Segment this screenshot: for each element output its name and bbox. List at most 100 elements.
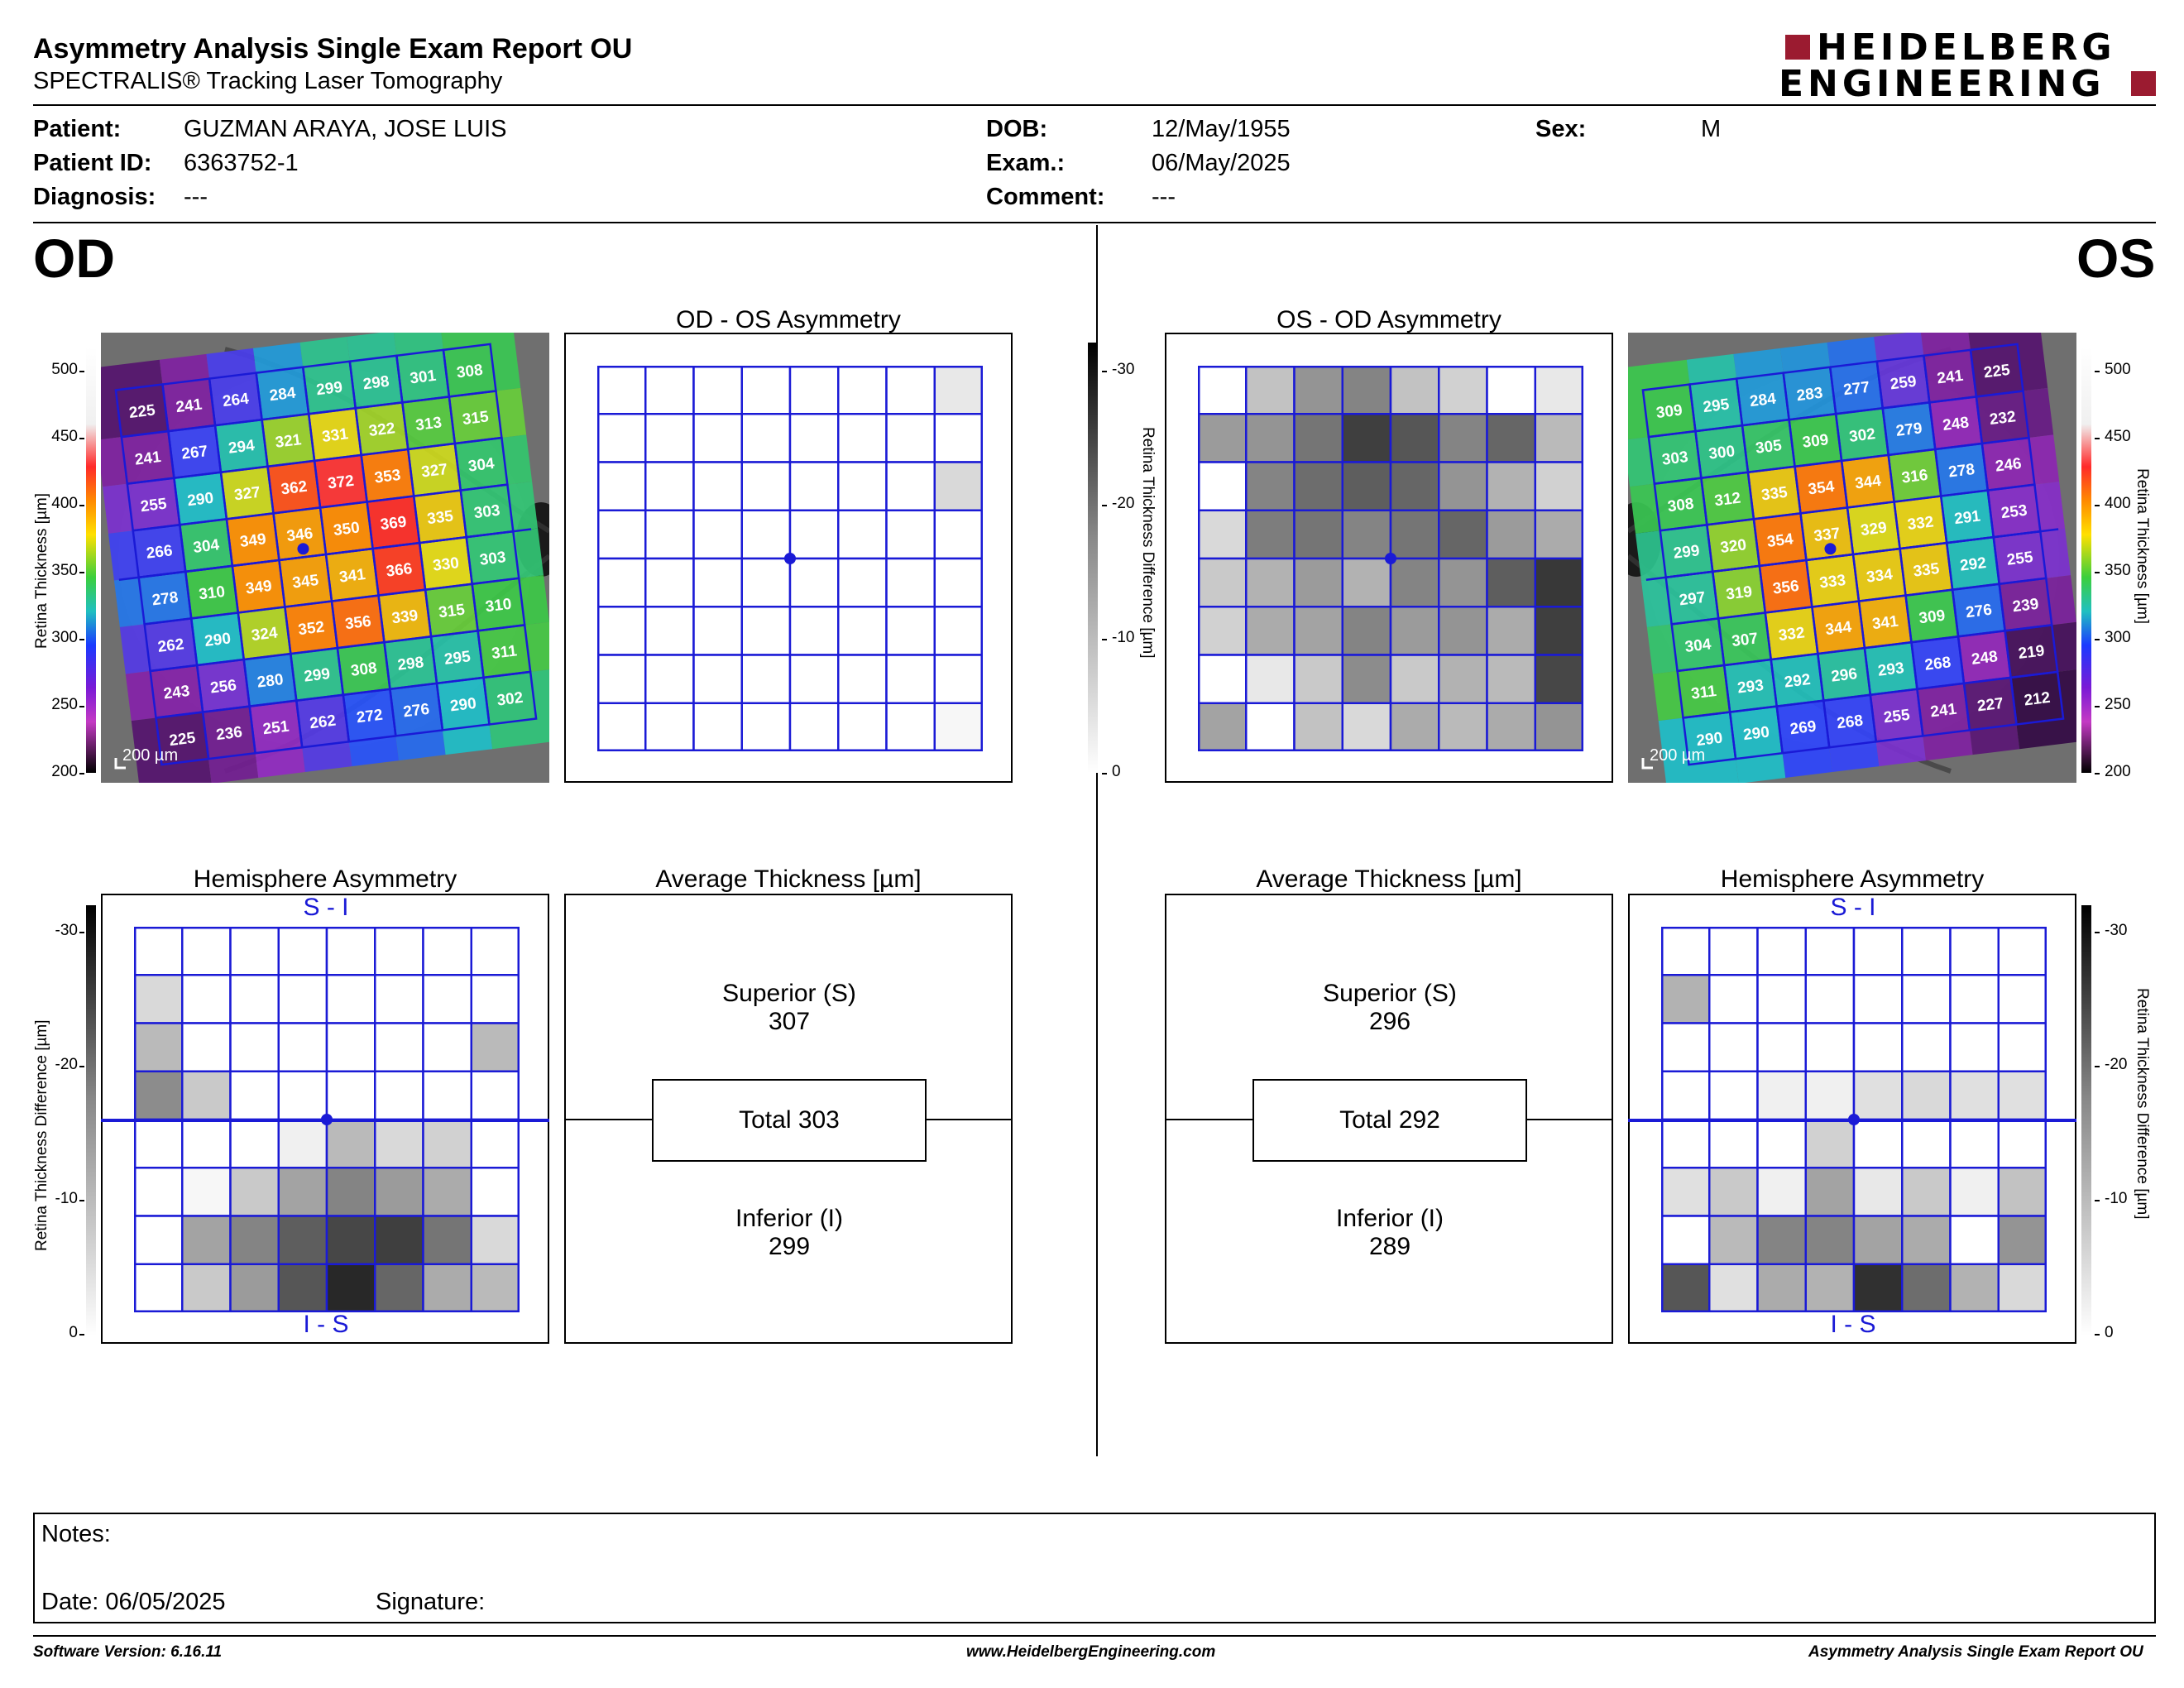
od-asym-fovea-marker (784, 553, 796, 564)
os-thickness-fill-2-1 (1701, 472, 1754, 525)
os-asym-cell-6-2 (1293, 654, 1343, 704)
od-thickness-fill-7-2 (249, 700, 305, 778)
os-asym-cell-3-2 (1293, 509, 1343, 560)
os-thickness-value-3-1: 320 (1719, 536, 1747, 557)
os-thickness-fill-2-3 (1794, 460, 1848, 514)
od-asym-cell-0-0 (597, 366, 647, 415)
os-hemi-cell-2-5 (1901, 1022, 1952, 1072)
report-subtitle: SPECTRALIS® Tracking Laser Tomography (33, 68, 503, 94)
os-thickness-fill-5-4 (1858, 595, 1912, 649)
od-thickness-value-5-5: 339 (390, 607, 419, 628)
os-hemi-cell-4-3 (1804, 1118, 1856, 1169)
os-hemi-cell-3-4 (1852, 1070, 1904, 1121)
os-superior-value: 296 (1368, 1008, 1411, 1035)
os-hemi-cell-4-7 (1997, 1118, 2047, 1169)
os-thickness-value-6-6: 248 (1971, 648, 1999, 669)
od-thickness-fill-3-4 (320, 501, 373, 554)
os-thickness-fill-3-5 (1894, 496, 1947, 549)
od-thickness-fill-4-5 (372, 543, 426, 596)
od-asym-cell-3-2 (692, 509, 743, 560)
os-hemi-cell-1-2 (1756, 974, 1807, 1024)
os-asym-cell-1-0 (1198, 413, 1248, 463)
od-thickness-fill-6-4 (337, 642, 390, 695)
os-asym-cell-7-3 (1341, 702, 1392, 751)
od-thickness-value-7-4: 272 (356, 707, 384, 727)
od-thickness-value-4-6: 330 (432, 554, 460, 575)
os-thickness-value-4-3: 333 (1818, 572, 1846, 592)
os-hemi-cell-5-5 (1901, 1167, 1952, 1217)
od-asym-cell-1-3 (740, 413, 792, 463)
od-thickness-fill-7-4 (342, 688, 400, 767)
od-asym-grid-border (597, 366, 983, 751)
os-thickness-value-4-6: 292 (1959, 554, 1987, 575)
os-asym-cell-5-1 (1245, 606, 1296, 656)
notes-date: Date: 06/05/2025 (41, 1589, 226, 1615)
od-thickness-value-0-5: 298 (362, 373, 390, 394)
os-thickness-tick-0: 500 (2105, 361, 2131, 378)
os-thickness-fill-7-7 (2010, 669, 2076, 750)
os-hemi-cell-4-1 (1708, 1118, 1759, 1169)
od-thickness-value-5-4: 356 (344, 613, 372, 634)
od-hemi-cell-4-4 (325, 1118, 376, 1169)
od-thickness-value-6-1: 256 (209, 677, 237, 698)
website-link[interactable]: www.HeidelbergEngineering.com (966, 1643, 1216, 1661)
os-asym-cell-3-6 (1486, 509, 1536, 560)
os-asym-cell-3-7 (1534, 509, 1583, 560)
os-inferior-value: 289 (1368, 1233, 1411, 1260)
os-asym-cell-3-5 (1438, 509, 1488, 560)
od-inferior-value: 299 (768, 1233, 811, 1260)
od-hemi-cell-0-4 (325, 927, 376, 976)
od-asym-cell-5-1 (644, 606, 695, 656)
os-thickness-tick-mark-1 (2095, 438, 2100, 439)
os-thickness-fill-2-0 (1630, 477, 1707, 534)
od-hemi-cell-1-7 (470, 974, 520, 1024)
os-thickness-value-1-6: 248 (1942, 414, 1970, 434)
od-hemi-cell-4-7 (470, 1118, 520, 1169)
os-asym-cell-7-0 (1198, 702, 1248, 751)
os-thickness-fill-6-7 (2004, 621, 2076, 678)
od-thickness-value-3-4: 350 (333, 519, 361, 539)
os-hemi-diff-tick-mark-3 (2095, 1334, 2100, 1336)
od-scan-grid: 225 241 264 284 299 298 301 308 241 267 294 321 331 3… (101, 333, 549, 783)
od-thickness-value-5-0: 262 (157, 635, 185, 656)
od-thickness-fill-3-6 (414, 490, 467, 544)
os-thickness-fill-7-2 (1776, 700, 1832, 778)
os-thickness-value-6-4: 293 (1877, 659, 1905, 680)
os-thickness-fill-2-6 (1935, 444, 1988, 496)
os-thickness-fill-3-0 (1635, 525, 1713, 581)
od-hemi-cell-4-3 (277, 1118, 328, 1169)
os-thickness-value-1-5: 279 (1895, 420, 1923, 440)
os-thickness-fill-5-1 (1718, 612, 1771, 665)
od-asym-cell-5-5 (837, 606, 888, 656)
os-thickness-value-2-2: 335 (1760, 484, 1789, 505)
os-thickness-value-7-0: 290 (1695, 729, 1723, 750)
os-hemi-cell-5-6 (1949, 1167, 2000, 1217)
os-thickness-value-4-4: 334 (1866, 566, 1894, 587)
os-thickness-value-0-5: 259 (1889, 373, 1918, 394)
os-thickness-value-0-3: 283 (1796, 385, 1824, 405)
os-thickness-fill-0-4 (1827, 336, 1883, 415)
os-asym-cell-4-6 (1486, 557, 1536, 608)
os-asym-cell-5-4 (1389, 606, 1440, 656)
od-asymmetry-title: OD - OS Asymmetry (676, 306, 901, 333)
od-hemi-cell-2-5 (374, 1022, 424, 1072)
od-thickness-value-5-7: 310 (485, 596, 513, 616)
os-thickness-value-7-1: 290 (1742, 724, 1770, 745)
od-hemi-cell-3-5 (374, 1070, 424, 1121)
od-thickness-value-0-1: 241 (175, 396, 203, 416)
os-asym-cell-6-7 (1534, 654, 1583, 704)
os-scan-line (1645, 528, 2059, 581)
od-asym-cell-6-3 (740, 654, 792, 704)
od-thickness-fill-7-5 (390, 683, 446, 761)
od-thickness-value-6-3: 299 (303, 665, 331, 686)
od-thickness-fill-0-4 (299, 336, 356, 415)
os-thickness-fill-1-4 (1836, 408, 1889, 461)
os-average-panel: Superior (S) 296 Total 292 Inferior (I) … (1165, 894, 1613, 1344)
od-thickness-fill-7-7 (483, 669, 549, 750)
od-thickness-value-4-1: 310 (198, 583, 226, 604)
os-hemi-cell-3-5 (1901, 1070, 1952, 1121)
os-hemi-cell-2-3 (1804, 1022, 1856, 1072)
logo-line2: ENGINEERING (1779, 63, 2105, 105)
od-thickness-value-6-0: 243 (163, 683, 191, 703)
od-scale-bar (114, 758, 126, 770)
